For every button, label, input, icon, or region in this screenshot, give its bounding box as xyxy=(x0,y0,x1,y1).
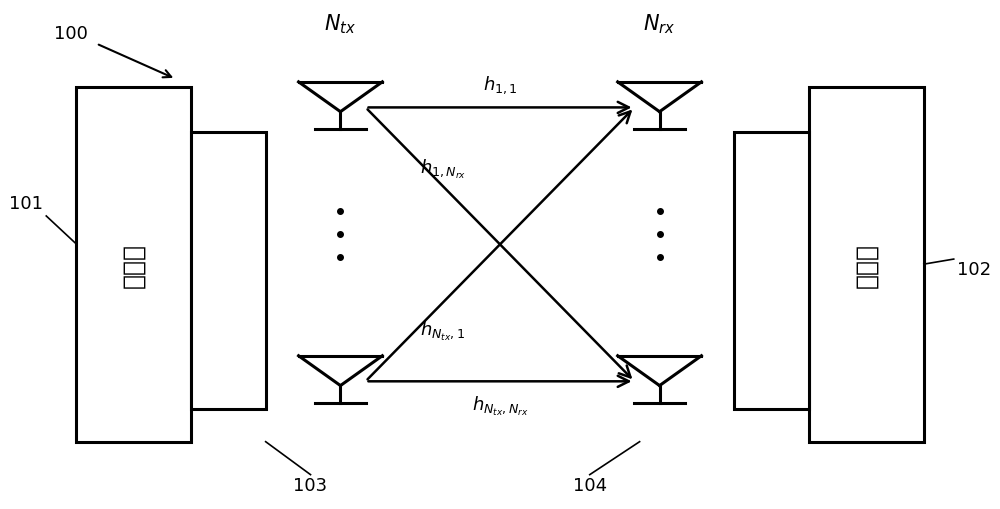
Text: $N_{tx}$: $N_{tx}$ xyxy=(324,12,357,36)
Text: $h_{N_{tx},1}$: $h_{N_{tx},1}$ xyxy=(420,320,466,343)
Text: $N_{rx}$: $N_{rx}$ xyxy=(643,12,676,36)
Text: 发射机: 发射机 xyxy=(122,242,146,287)
Text: 100: 100 xyxy=(54,25,88,43)
Bar xyxy=(734,133,809,409)
Bar xyxy=(809,88,924,442)
Text: 104: 104 xyxy=(573,476,607,494)
Text: $h_{1,N_{rx}}$: $h_{1,N_{rx}}$ xyxy=(420,157,467,181)
Text: 接收机: 接收机 xyxy=(854,242,878,287)
Bar xyxy=(191,133,266,409)
Text: 101: 101 xyxy=(9,195,43,213)
Text: $h_{N_{tx},N_{rx}}$: $h_{N_{tx},N_{rx}}$ xyxy=(472,394,528,417)
Text: 102: 102 xyxy=(957,261,991,278)
Text: $h_{1,1}$: $h_{1,1}$ xyxy=(483,74,517,96)
Text: 103: 103 xyxy=(293,476,328,494)
Bar xyxy=(76,88,191,442)
